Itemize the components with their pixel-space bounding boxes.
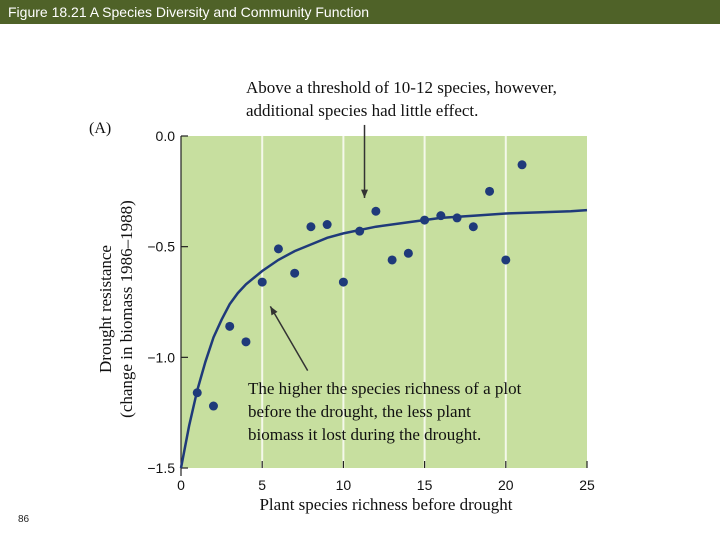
data-point xyxy=(452,213,462,223)
y-tick-label: −1.5 xyxy=(147,460,175,476)
y-tick-label: 0.0 xyxy=(156,128,176,144)
x-tick-label: 0 xyxy=(177,477,185,493)
plot-area xyxy=(181,136,587,468)
data-point xyxy=(290,268,300,278)
data-point xyxy=(225,321,235,331)
data-point xyxy=(468,222,478,232)
annotation-arrow-head xyxy=(361,189,369,198)
data-point xyxy=(192,388,202,398)
data-point xyxy=(403,248,413,258)
data-point xyxy=(485,186,495,196)
data-point xyxy=(338,277,348,287)
annotation-threshold-line-2: additional species had little effect. xyxy=(246,101,479,120)
y-axis-label: Drought resistance xyxy=(96,245,115,373)
annotation-richness: The higher the species richness of a plo… xyxy=(248,377,521,446)
x-axis-label: Plant species richness before drought xyxy=(259,495,512,514)
x-tick-label: 20 xyxy=(498,477,514,493)
title-bar: Figure 18.21 A Species Diversity and Com… xyxy=(0,0,720,24)
annotation-arrows xyxy=(269,124,369,371)
grid-lines xyxy=(261,136,507,468)
data-point xyxy=(355,226,365,236)
annotation-richness-line-1: The higher the species richness of a plo… xyxy=(248,379,522,398)
data-point xyxy=(517,160,527,170)
x-tick-label: 25 xyxy=(579,477,595,493)
data-point xyxy=(306,222,316,232)
y-tick-label: −0.5 xyxy=(147,239,175,255)
data-point xyxy=(208,401,218,411)
panel-label: (A) xyxy=(89,120,111,137)
data-point xyxy=(501,255,511,265)
data-point xyxy=(273,244,283,254)
annotation-threshold: Above a threshold of 10-12 species, howe… xyxy=(246,76,557,122)
x-tick-label: 10 xyxy=(336,477,352,493)
x-tick-label: 5 xyxy=(258,477,266,493)
x-tick-label: 15 xyxy=(417,477,433,493)
slide-title: Figure 18.21 A Species Diversity and Com… xyxy=(8,4,370,20)
annotation-arrow-line xyxy=(269,306,309,371)
fit-curve xyxy=(179,208,588,469)
data-point xyxy=(371,206,381,216)
data-point xyxy=(241,337,251,347)
data-point xyxy=(387,255,397,265)
y-axis-label-units: (change in biomass 1986–1988) xyxy=(117,200,136,418)
annotation-arrow-head xyxy=(270,306,278,316)
fit-curve-layer xyxy=(179,208,588,469)
y-tick-label: −1.0 xyxy=(147,349,175,365)
page-number: 86 xyxy=(18,514,30,525)
annotation-threshold-line-1: Above a threshold of 10-12 species, howe… xyxy=(246,78,557,97)
data-point xyxy=(420,215,430,225)
data-point xyxy=(436,211,446,221)
axes: 0.0 −0.5 −1.0 −1.50 5 10 15 20 25 xyxy=(147,128,595,493)
data-points xyxy=(192,160,527,411)
data-point xyxy=(257,277,267,287)
annotation-richness-line-3: biomass it lost during the drought. xyxy=(248,425,482,444)
data-point xyxy=(322,220,332,230)
annotation-richness-line-2: before the drought, the less plant xyxy=(248,402,471,421)
